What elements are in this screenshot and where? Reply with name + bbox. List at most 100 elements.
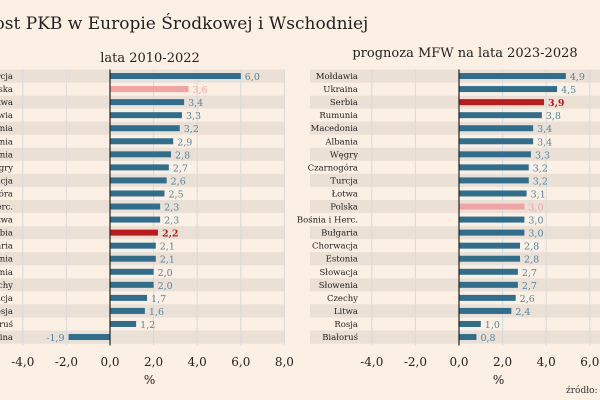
- panel-title: lata 2010-2022: [100, 51, 200, 66]
- data-label: 2,8: [524, 255, 539, 266]
- category-label: Czarnogóra: [0, 188, 13, 199]
- bar: [110, 112, 182, 119]
- data-label: 3,0: [528, 229, 543, 240]
- row-band: [310, 304, 600, 318]
- data-label: 3,2: [184, 124, 199, 135]
- row-band: [310, 200, 600, 214]
- bar: [459, 190, 527, 197]
- bar: [110, 73, 241, 80]
- category-label: Rumunia: [0, 137, 13, 147]
- category-label: Węgry: [0, 163, 13, 173]
- bar: [459, 138, 534, 145]
- row-band: [310, 69, 600, 83]
- data-label: 2,6: [520, 294, 535, 305]
- data-label: 2,7: [522, 281, 537, 292]
- row-band: [310, 226, 600, 240]
- bar: [459, 294, 516, 301]
- panel-title: prognoza MFW na lata 2023-2028: [352, 46, 577, 61]
- data-label: 3,9: [548, 98, 565, 109]
- bar: [110, 151, 172, 158]
- category-label: Chorwacja: [0, 176, 13, 186]
- data-label: 2,6: [171, 176, 186, 187]
- bar: [459, 216, 525, 223]
- row-band: [310, 330, 600, 344]
- x-tick-label: -4,0: [11, 355, 34, 369]
- category-label: Białoruś: [0, 319, 13, 330]
- category-label: Serbia: [0, 229, 13, 239]
- bar: [110, 203, 161, 210]
- category-label: Bośnia i Herc.: [0, 202, 13, 213]
- category-label: Litwa: [0, 216, 13, 226]
- category-label: Słowacja: [0, 294, 13, 304]
- x-tick-label: -2,0: [55, 355, 78, 369]
- data-label: 2,9: [177, 137, 192, 148]
- x-tick-label: -2,0: [404, 355, 427, 369]
- x-tick-label: 4,0: [537, 355, 556, 369]
- data-label: 1,2: [140, 320, 155, 331]
- category-label: Rosja: [334, 320, 358, 330]
- bar: [110, 99, 185, 106]
- category-label: Turcja: [330, 176, 358, 186]
- data-label: 2,4: [515, 307, 530, 318]
- category-label: Albania: [0, 150, 13, 160]
- category-label: Polska: [330, 203, 358, 213]
- bar: [459, 125, 534, 132]
- bar: [459, 86, 558, 93]
- category-label: Bośnia i Herc.: [297, 215, 358, 226]
- bar: [459, 177, 529, 184]
- data-label: 0,8: [480, 333, 495, 344]
- category-label: Serbia: [330, 98, 358, 108]
- category-label: Słowacja: [319, 268, 358, 278]
- category-label: Polska: [0, 85, 13, 95]
- data-label: 3,8: [546, 111, 561, 122]
- data-label: 6,0: [245, 72, 260, 83]
- data-label: 3,1: [531, 189, 546, 200]
- chart-panels: -4,0 -2,0 0,0 2,0 4,0 6,0 8,0 lata 2010-2022% Tu…: [0, 46, 600, 387]
- bar: [459, 320, 481, 327]
- bar: [110, 294, 148, 301]
- data-label: 2,5: [169, 189, 184, 200]
- data-label: 2,8: [524, 242, 539, 253]
- bar: [68, 334, 110, 341]
- data-label: -1,9: [46, 333, 64, 344]
- data-label: 3,2: [533, 163, 548, 174]
- data-label: 2,0: [158, 281, 173, 292]
- row-band: [310, 147, 600, 161]
- data-label: 2,7: [173, 163, 188, 174]
- chart-panel-1: -4,0 -2,0 0,0 2,0 4,0 6,0 8,0 lata 2010-2022% Tu…: [0, 51, 294, 387]
- data-label: 2,3: [164, 216, 179, 227]
- chart-title: Wzrost PKB w Europie Środkowej i Wschodn…: [0, 13, 368, 34]
- x-tick-label: -4,0: [360, 355, 383, 369]
- bar: [459, 242, 521, 249]
- data-label: 3,2: [533, 176, 548, 187]
- bar: [459, 255, 521, 262]
- category-label: Macedonia: [311, 124, 358, 134]
- data-label: 3,4: [537, 137, 552, 148]
- data-label: 3,4: [188, 98, 203, 109]
- data-label: 2,7: [522, 268, 537, 279]
- x-tick-label: 8,0: [275, 355, 294, 369]
- x-tick-label: 6,0: [580, 355, 599, 369]
- x-tick-label: 4,0: [188, 355, 207, 369]
- x-tick-label: 2,0: [144, 355, 163, 369]
- bar: [459, 112, 542, 119]
- data-label: 2,1: [160, 242, 175, 253]
- category-label: Litwa: [334, 307, 358, 317]
- category-label: Czarnogóra: [308, 162, 358, 173]
- bar: [110, 255, 156, 262]
- bar: [110, 164, 169, 171]
- bar: [459, 99, 545, 106]
- bar: [110, 320, 137, 327]
- bar: [459, 164, 529, 171]
- bar: [110, 281, 154, 288]
- category-label: Mołdawia: [316, 72, 358, 82]
- bar: [459, 281, 518, 288]
- row-band: [310, 121, 600, 135]
- data-label: 4,9: [570, 72, 585, 83]
- data-label: 4,5: [561, 85, 576, 96]
- data-label: 2,3: [164, 203, 179, 214]
- bar: [110, 242, 156, 249]
- data-label: 2,1: [160, 255, 175, 266]
- category-label: Słowenia: [319, 281, 358, 291]
